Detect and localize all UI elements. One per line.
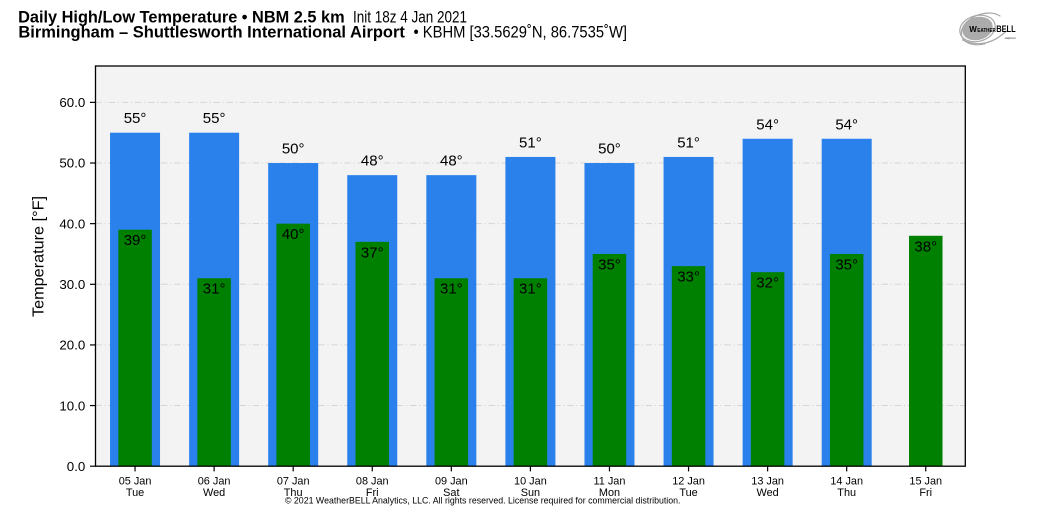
svg-text:Birmingham – Shuttlesworth Int: Birmingham – Shuttlesworth International… <box>18 23 405 41</box>
svg-text:48°: 48° <box>440 153 463 170</box>
svg-text:Daily High/Low Temperature • N: Daily High/Low Temperature • NBM 2.5 km <box>18 8 345 26</box>
svg-text:33°: 33° <box>677 269 700 286</box>
svg-text:32°: 32° <box>756 275 779 292</box>
svg-text:• KBHM [33.5629˚N, 86.7535˚W]: • KBHM [33.5629˚N, 86.7535˚W] <box>414 23 628 41</box>
svg-text:31°: 31° <box>203 281 226 298</box>
svg-text:35°: 35° <box>835 256 858 273</box>
svg-text:39°: 39° <box>124 232 147 249</box>
svg-text:© 2021 WeatherBELL Analytics,: © 2021 WeatherBELL Analytics, LLC. All r… <box>285 495 681 505</box>
svg-text:20.0: 20.0 <box>59 338 85 353</box>
svg-text:54°: 54° <box>835 116 858 133</box>
svg-text:38°: 38° <box>914 238 937 255</box>
svg-text:Tue: Tue <box>126 487 144 499</box>
svg-text:06 Jan: 06 Jan <box>198 475 231 487</box>
svg-text:50.0: 50.0 <box>59 156 85 171</box>
svg-text:Tue: Tue <box>679 487 697 499</box>
svg-text:50°: 50° <box>598 141 621 158</box>
svg-text:40.0: 40.0 <box>59 216 85 231</box>
svg-text:Fri: Fri <box>366 487 379 499</box>
svg-text:30.0: 30.0 <box>59 277 85 292</box>
svg-text:Thu: Thu <box>837 487 856 499</box>
svg-text:48°: 48° <box>361 153 384 170</box>
svg-text:Analytics LLC: Analytics LLC <box>1005 36 1016 40</box>
svg-text:09 Jan: 09 Jan <box>435 475 468 487</box>
svg-text:Wed: Wed <box>757 487 779 499</box>
svg-text:51°: 51° <box>519 134 542 151</box>
svg-text:51°: 51° <box>677 134 700 151</box>
svg-text:14 Jan: 14 Jan <box>830 475 863 487</box>
svg-text:Sat: Sat <box>443 487 459 499</box>
svg-text:Mon: Mon <box>599 487 620 499</box>
svg-text:EATHER: EATHER <box>977 28 996 34</box>
svg-text:13 Jan: 13 Jan <box>751 475 784 487</box>
svg-text:05 Jan: 05 Jan <box>119 475 152 487</box>
svg-text:Thu: Thu <box>284 487 303 499</box>
svg-text:10.0: 10.0 <box>59 398 85 413</box>
svg-text:31°: 31° <box>519 281 542 298</box>
svg-text:15 Jan: 15 Jan <box>909 475 942 487</box>
svg-text:BELL: BELL <box>996 24 1016 35</box>
svg-text:54°: 54° <box>756 116 779 133</box>
svg-text:Temperature [°F]: Temperature [°F] <box>31 196 48 317</box>
svg-text:Init 18z 4 Jan 2021: Init 18z 4 Jan 2021 <box>353 8 467 26</box>
svg-text:0.0: 0.0 <box>67 459 86 474</box>
svg-text:Wed: Wed <box>203 487 225 499</box>
svg-text:12 Jan: 12 Jan <box>672 475 705 487</box>
svg-text:11 Jan: 11 Jan <box>594 475 626 487</box>
svg-text:Sun: Sun <box>521 487 540 499</box>
svg-text:10 Jan: 10 Jan <box>514 475 547 487</box>
svg-text:Fri: Fri <box>919 487 932 499</box>
svg-text:08 Jan: 08 Jan <box>356 475 389 487</box>
svg-text:07 Jan: 07 Jan <box>277 475 310 487</box>
svg-text:55°: 55° <box>124 110 147 127</box>
svg-text:60.0: 60.0 <box>59 95 85 110</box>
svg-text:37°: 37° <box>361 244 384 261</box>
svg-text:50°: 50° <box>282 141 305 158</box>
svg-text:W: W <box>969 25 977 34</box>
svg-text:40°: 40° <box>282 226 305 243</box>
svg-text:35°: 35° <box>598 256 621 273</box>
svg-text:55°: 55° <box>203 110 226 127</box>
svg-text:31°: 31° <box>440 281 463 298</box>
